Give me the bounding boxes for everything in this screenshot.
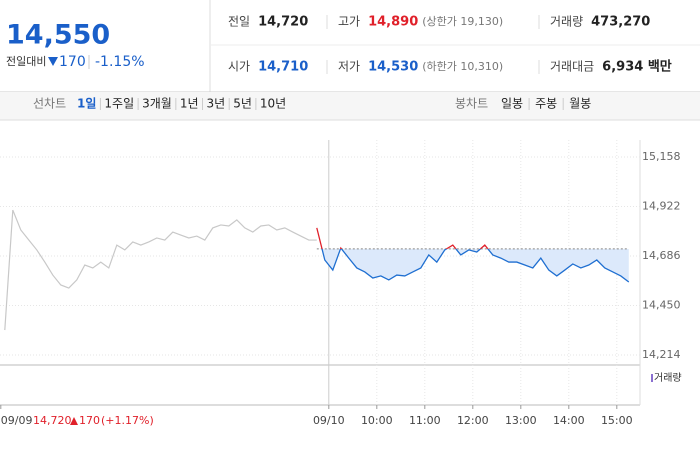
prev-close: 14,720	[33, 414, 72, 427]
stat-label: 시가	[228, 60, 250, 74]
stat-value: 14,530	[368, 60, 418, 75]
area-fill	[316, 248, 629, 283]
y-tick-label: 14,214	[642, 348, 681, 361]
x-tick-label: 09/09	[1, 414, 33, 427]
tab-group-label: 봉차트	[455, 97, 488, 111]
candle-tab[interactable]: 주봉	[535, 97, 557, 111]
period-tab[interactable]: 1주일	[104, 97, 134, 111]
stat-label: 전일	[228, 15, 250, 29]
x-tick-label: 12:00	[457, 414, 489, 427]
candle-tab[interactable]: 일봉	[501, 97, 523, 111]
stat-value: 6,934 백만	[602, 59, 672, 75]
x-tick-label: 13:00	[505, 414, 537, 427]
y-tick-label: 14,450	[642, 299, 681, 312]
x-tick-label: 14:00	[553, 414, 585, 427]
change-rate: -1.15%	[95, 54, 145, 70]
tab-group-label: 선차트	[33, 97, 66, 111]
down-arrow	[48, 57, 58, 66]
y-tick-label: 15,158	[642, 150, 681, 163]
x-tick-label: 10:00	[361, 414, 393, 427]
period-tab[interactable]: 3년	[207, 97, 226, 111]
volume-label: 거래량	[654, 372, 682, 384]
prev-change: 170	[79, 414, 100, 427]
period-tab[interactable]: 1일	[77, 97, 96, 111]
stat-label: 고가	[338, 15, 360, 29]
period-tab[interactable]: 10년	[260, 97, 286, 111]
stat-extra: (하한가 10,310)	[422, 59, 503, 73]
y-tick-label: 14,922	[642, 200, 681, 213]
price-line	[4, 209, 317, 331]
x-tick-label: 11:00	[409, 414, 441, 427]
tab-bar	[0, 92, 700, 120]
volume-legend-key	[651, 374, 653, 382]
stat-label: 저가	[338, 60, 360, 74]
stat-label: 거래대금	[550, 60, 594, 74]
candle-tab[interactable]: 월봉	[569, 97, 591, 111]
change: 170	[59, 54, 86, 70]
header-bg	[0, 0, 700, 92]
stat-value: 14,720	[258, 15, 308, 30]
period-tab[interactable]: 5년	[233, 97, 252, 111]
current-price: 14,550	[6, 20, 110, 51]
stat-extra: (상한가 19,130)	[422, 15, 503, 28]
period-tab[interactable]: 3개월	[142, 97, 172, 111]
x-tick-label: 15:00	[601, 414, 633, 427]
stat-value: 473,270	[591, 15, 650, 30]
stat-value: 14,890	[368, 15, 418, 30]
stat-label: 거래량	[550, 15, 583, 29]
change-label: 전일대비	[6, 54, 46, 68]
up-arrow	[70, 417, 78, 425]
y-tick-label: 14,686	[642, 249, 681, 262]
period-tab[interactable]: 1년	[180, 97, 199, 111]
price-line	[321, 248, 630, 283]
prev-change-rate: (+1.17%)	[101, 414, 154, 427]
stat-value: 14,710	[258, 60, 308, 75]
x-tick-label: 09/10	[313, 414, 345, 427]
